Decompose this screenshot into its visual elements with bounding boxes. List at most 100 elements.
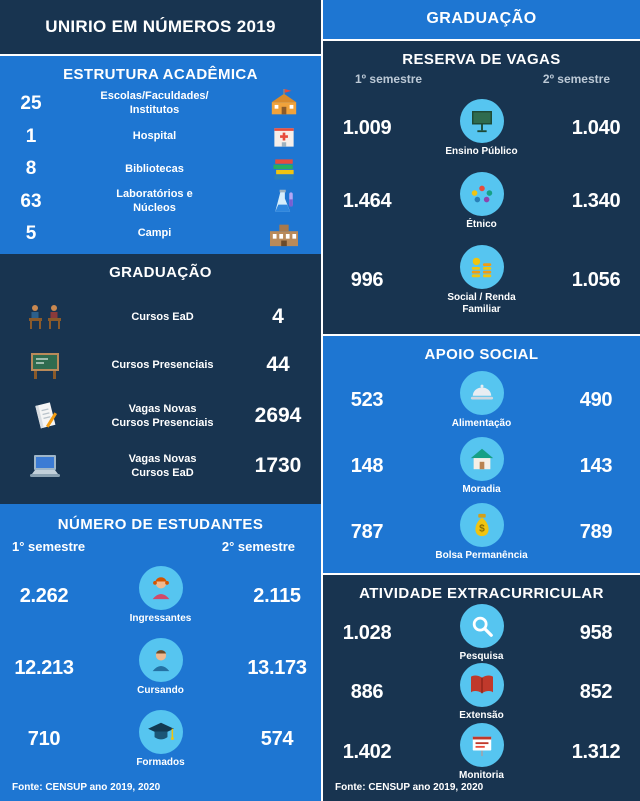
- source-footer-right: Fonte: CENSUP ano 2019, 2020: [335, 782, 484, 793]
- stat-label: Laboratórios e Núcleos: [116, 187, 193, 214]
- stat-center: Cursando: [88, 638, 233, 698]
- stat-label: Vagas Novas Cursos EaD: [128, 452, 197, 479]
- stat-value: 2694: [254, 404, 302, 428]
- stat-value: 4: [272, 304, 284, 328]
- stat-label: Étnico: [466, 218, 497, 230]
- graduation-cap-icon: [138, 710, 183, 755]
- stat-row-bolsa-permanencia: 787 $ Bolsa Permanência 789: [323, 502, 640, 563]
- stat-label: Hospital: [132, 130, 177, 143]
- whiteboard-icon: [459, 722, 504, 767]
- stat-center: $ Bolsa Permanência: [411, 502, 552, 563]
- desks-icon: [6, 303, 84, 331]
- svg-text:$: $: [479, 523, 485, 534]
- section-title-estrutura: ESTRUTURA ACADÊMICA: [63, 66, 258, 83]
- laptop-icon: [6, 452, 84, 480]
- stat-row-extensao: 886 Extensão 852: [323, 663, 640, 723]
- chalkboard-icon: [6, 350, 84, 380]
- right-title-band: GRADUAÇÃO: [323, 0, 640, 41]
- stat-value-sem2: 789: [579, 520, 613, 543]
- section-title-estudantes: NÚMERO DE ESTUDANTES: [57, 516, 264, 533]
- stat-center: Social / Renda Familiar: [411, 244, 552, 317]
- stat-row-laboratorios: 63 Laboratórios e Núcleos: [6, 188, 315, 216]
- stat-label: Moradia: [462, 483, 501, 495]
- stat-value-sem1: 1.009: [342, 117, 392, 140]
- stat-value: 25: [20, 93, 42, 115]
- stat-row-cursos-ead: Cursos EaD 4: [6, 303, 315, 331]
- magnifier-icon: [459, 603, 504, 648]
- stat-row-monitoria: 1.402 Monitoria 1.312: [323, 722, 640, 783]
- stat-row-pesquisa: 1.028 Pesquisa 958: [323, 603, 640, 664]
- stat-label: Monitoria: [459, 769, 504, 781]
- stat-value-sem1: 12.213: [14, 656, 74, 679]
- campus-icon: [253, 220, 315, 248]
- stat-value: 5: [25, 222, 37, 244]
- stat-value-sem2: 2.115: [253, 584, 301, 607]
- stat-label: Extensão: [459, 710, 504, 721]
- estudantes-rows: 2.262 Ingressantes 2.115 12.213: [0, 554, 321, 782]
- stat-value-sem1: 787: [350, 520, 384, 543]
- stat-label: Ingressantes: [129, 613, 192, 625]
- stat-label: Escolas/Faculdades/ Institutos: [100, 90, 209, 117]
- stat-row-escolas: 25 Escolas/Faculdades/ Institutos: [6, 89, 315, 119]
- green-board-icon: [459, 99, 504, 144]
- stat-value: 63: [20, 190, 42, 212]
- stat-row-hospital: 1 Hospital: [6, 123, 315, 151]
- stat-row-alimentacao: 523 Alimentação 490: [323, 371, 640, 431]
- food-cloche-icon: [459, 371, 504, 416]
- stat-value-sem1: 523: [350, 389, 384, 412]
- main-title: UNIRIO EM NÚMEROS 2019: [45, 17, 276, 36]
- section-reserva-de-vagas: RESERVA DE VAGAS 1º semestre 2º semestre…: [323, 40, 640, 336]
- stat-value-sem2: 143: [579, 455, 613, 478]
- stat-value-sem1: 148: [350, 455, 384, 478]
- stat-value: 1730: [254, 453, 302, 477]
- stat-label: Alimentação: [451, 418, 512, 430]
- stat-label: Bibliotecas: [125, 162, 184, 175]
- stat-center: Extensão: [411, 663, 552, 723]
- coins-icon: [459, 244, 504, 289]
- stat-value-sem2: 1.312: [571, 740, 621, 763]
- stat-center: Alimentação: [411, 371, 552, 431]
- stat-label: Formados: [136, 757, 185, 769]
- stat-row-formados: 710 Formados 574: [0, 710, 321, 770]
- reserva-rows: 1.009 Ensino Público 1.040 1.464: [323, 86, 640, 330]
- stat-value-sem1: 1.028: [342, 621, 392, 644]
- stat-center: Ingressantes: [88, 566, 233, 626]
- stat-row-ingressantes: 2.262 Ingressantes 2.115: [0, 566, 321, 626]
- stat-value-sem2: 13.173: [247, 656, 307, 679]
- stat-center: Monitoria: [411, 722, 552, 783]
- section-estrutura-academica: ESTRUTURA ACADÊMICA 25 Escolas/Faculdade…: [0, 56, 321, 254]
- semester-header: 1° semestre 2° semestre: [0, 535, 321, 554]
- stat-value-sem2: 574: [260, 728, 294, 751]
- stat-label: Campi: [137, 226, 172, 239]
- section-title-reserva: RESERVA DE VAGAS: [402, 50, 561, 68]
- stat-value-sem2: 490: [579, 389, 613, 412]
- open-book-icon: [459, 663, 504, 707]
- stat-row-cursos-presenciais: Cursos Presenciais 44: [6, 350, 315, 380]
- section-title-apoio: APOIO SOCIAL: [424, 345, 539, 363]
- stat-label: Pesquisa: [459, 650, 504, 662]
- stat-row-ensino-publico: 1.009 Ensino Público 1.040: [323, 99, 640, 159]
- people-group-icon: [459, 171, 504, 216]
- stat-label: Cursando: [137, 685, 184, 697]
- stat-row-cursando: 12.213 Cursando 13.173: [0, 638, 321, 698]
- semester-1-label: 1º semestre: [355, 71, 423, 86]
- stat-center: Moradia: [411, 436, 552, 497]
- stat-center: Pesquisa: [411, 603, 552, 664]
- stat-row-campi: 5 Campi: [6, 220, 315, 248]
- stat-row-bibliotecas: 8 Bibliotecas: [6, 155, 315, 183]
- stat-value-sem1: 1.402: [342, 740, 392, 763]
- stat-value-sem1: 886: [350, 681, 384, 704]
- left-column: UNIRIO EM NÚMEROS 2019 ESTRUTURA ACADÊMI…: [0, 0, 323, 801]
- main-title-band: UNIRIO EM NÚMEROS 2019: [0, 0, 321, 56]
- section-graduacao-left: GRADUAÇÃO Cursos EaD 4 Cursos Presenciai…: [0, 254, 321, 504]
- notebook-icon: [6, 400, 84, 432]
- right-column: GRADUAÇÃO RESERVA DE VAGAS 1º semestre 2…: [323, 0, 640, 801]
- stat-row-social-renda: 996 Social / Renda Familiar 1.056: [323, 244, 640, 317]
- stat-row-etnico: 1.464 Étnico 1.340: [323, 171, 640, 232]
- right-title: GRADUAÇÃO: [426, 10, 537, 28]
- atividade-rows: 1.028 Pesquisa 958 886: [323, 603, 640, 783]
- stat-value-sem2: 958: [579, 621, 613, 644]
- student-girl-icon: [138, 566, 183, 611]
- stat-value-sem2: 1.040: [571, 117, 621, 140]
- stat-value: 44: [266, 353, 290, 377]
